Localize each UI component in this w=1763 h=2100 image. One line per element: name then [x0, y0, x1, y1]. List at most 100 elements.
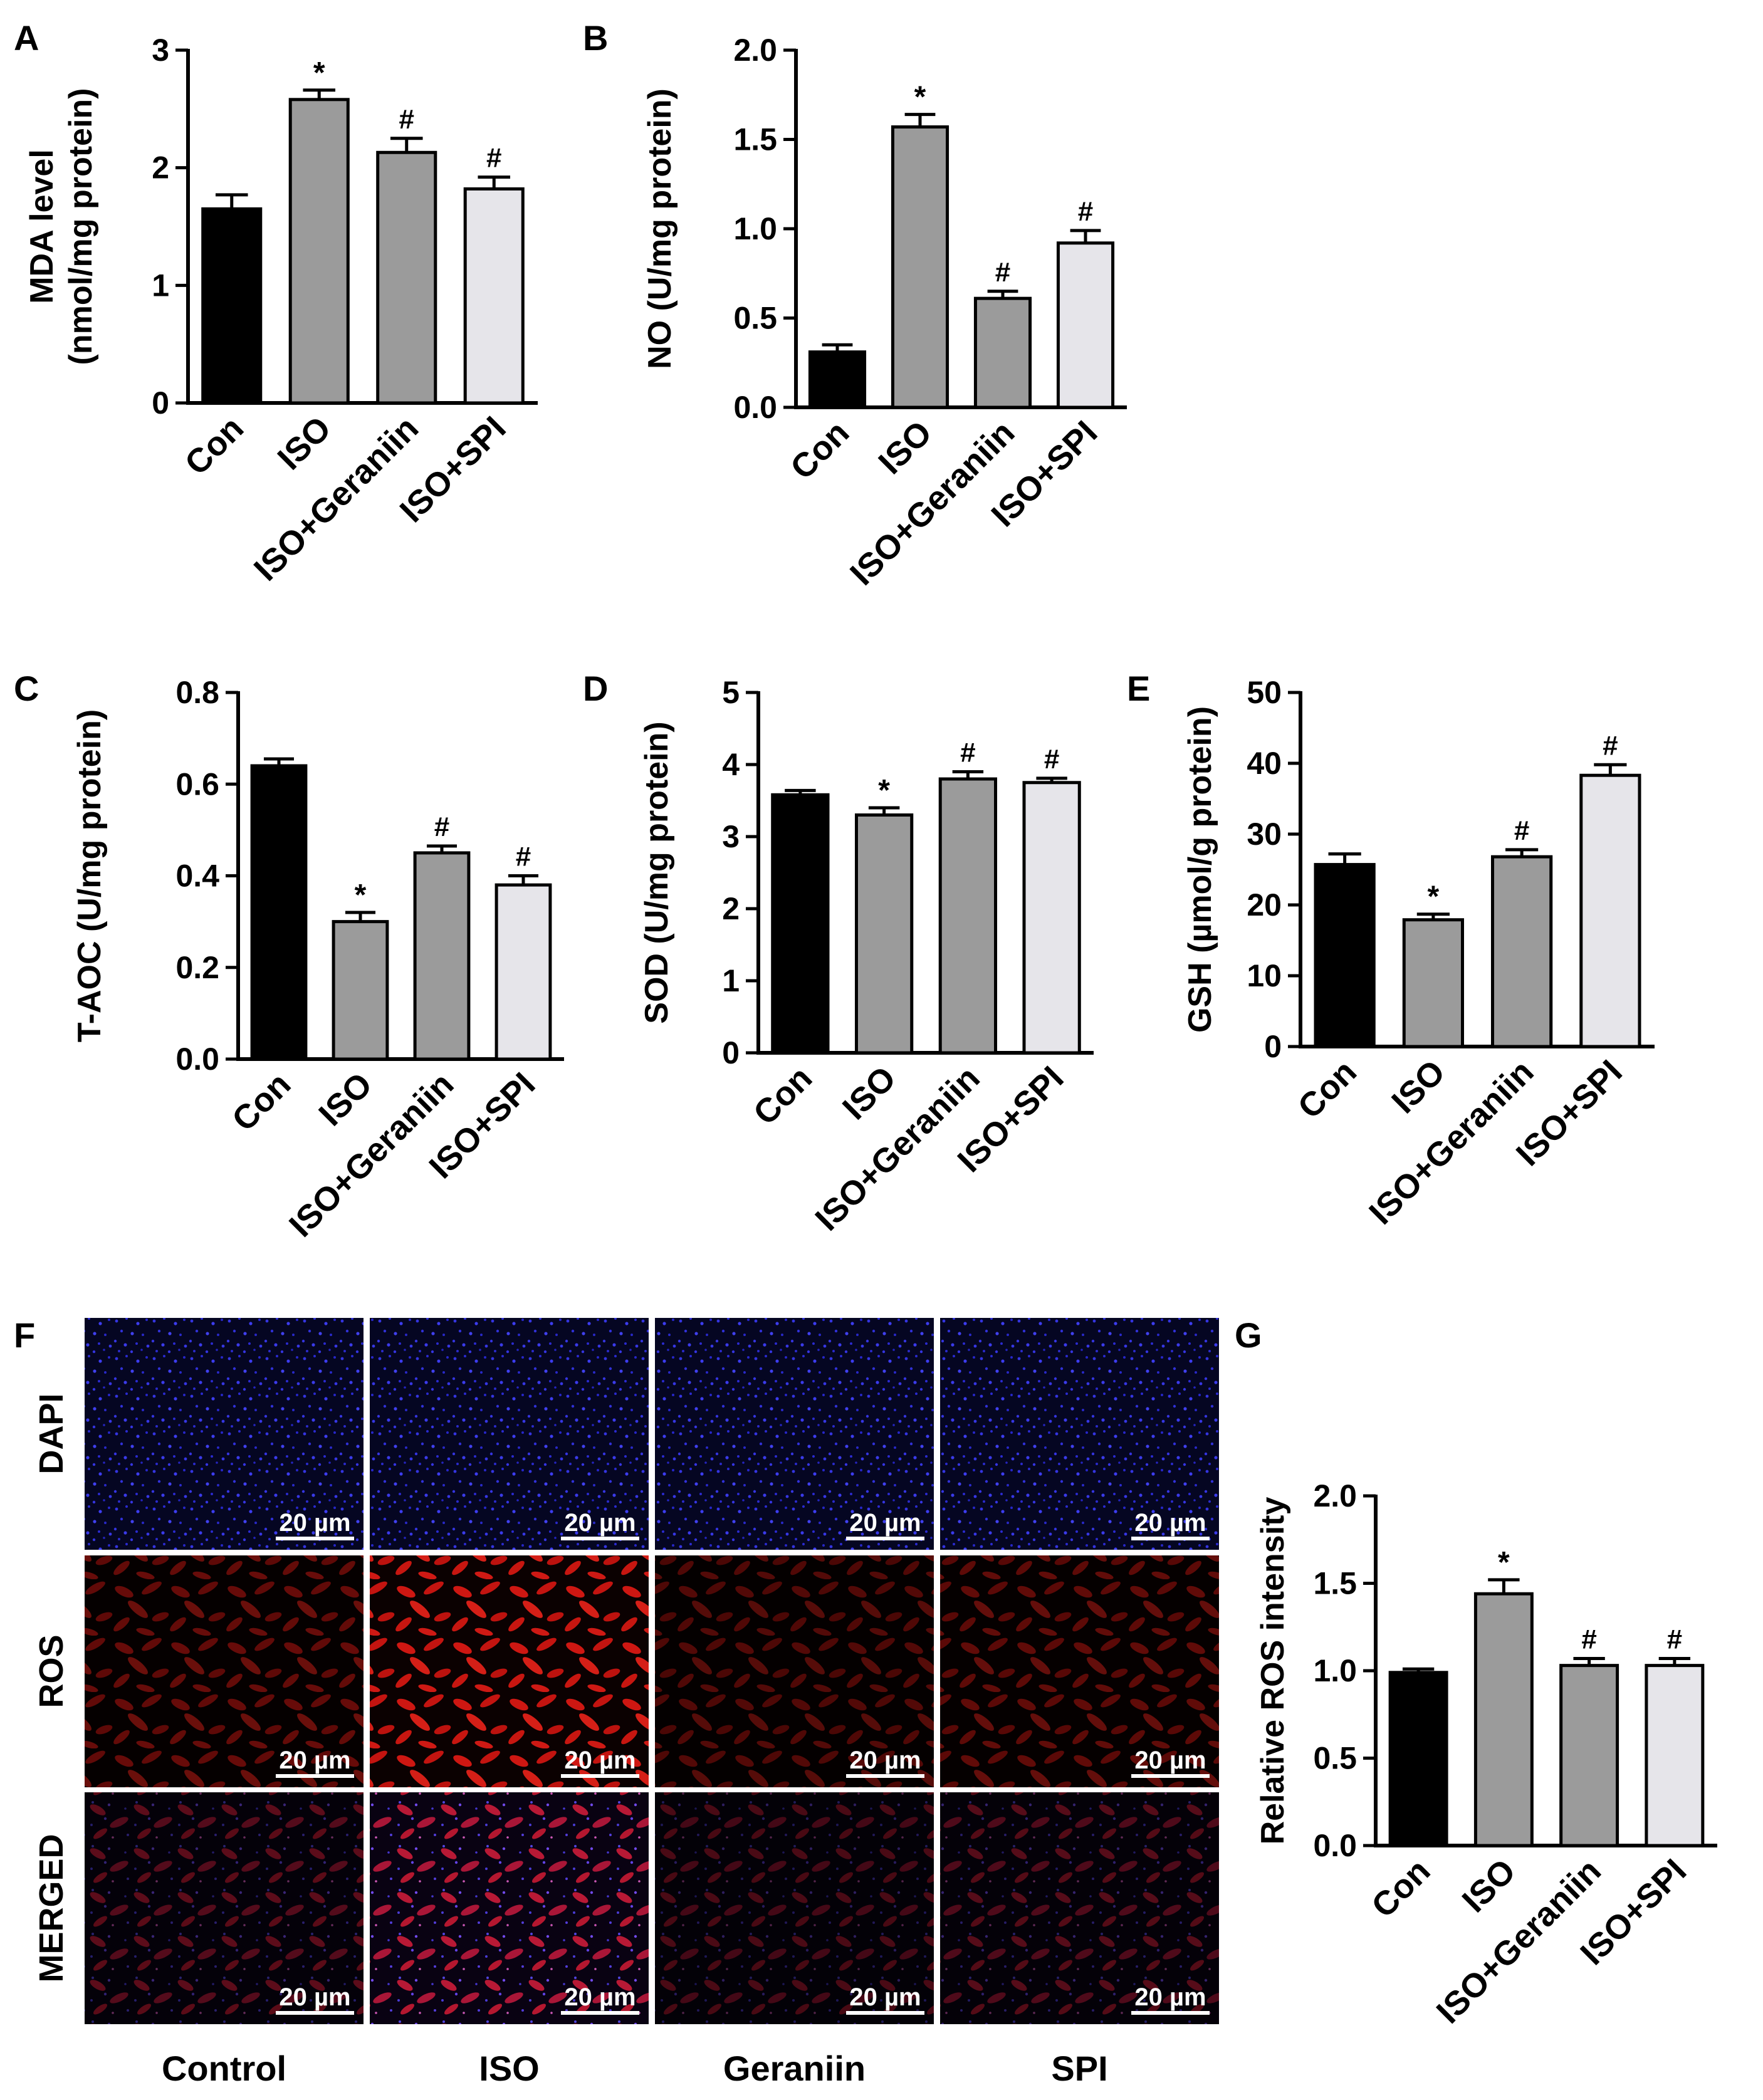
panel-letter-g: G: [1235, 1315, 1262, 1355]
y-axis-label: SOD (U/mg protein): [639, 721, 675, 1023]
intensity-shade: [85, 1555, 364, 1787]
scale-bar-label: 20 µm: [1134, 1509, 1206, 1537]
y-axis-label: NO (U/mg protein): [642, 88, 678, 369]
bar: [973, 296, 1032, 409]
significance-hash: #: [1078, 196, 1093, 227]
bar: [1402, 918, 1464, 1048]
micrograph-dapi-spi: 20 µm: [940, 1318, 1219, 1550]
x-tick-label: ISO: [871, 414, 939, 481]
intensity-shade: [655, 1555, 934, 1787]
column-label-control: Control: [162, 2049, 286, 2088]
intensity-shade: [85, 1792, 364, 2024]
x-tick-label: Con: [178, 409, 251, 483]
panel-letter-a: A: [14, 18, 39, 58]
significance-hash: #: [960, 738, 975, 768]
bar: [250, 764, 308, 1061]
y-tick-label: 20: [1247, 887, 1282, 922]
bar: [771, 793, 830, 1055]
micrograph-merged-control: 20 µm: [85, 1792, 364, 2024]
intensity-shade: [940, 1792, 1219, 2024]
bar: [463, 187, 525, 405]
significance-hash: #: [434, 812, 449, 842]
x-tick-label: Con: [783, 414, 857, 487]
y-tick-label: 0: [1264, 1029, 1282, 1064]
bar: [288, 98, 350, 405]
micrograph-ros-geraniin: 20 µm: [655, 1555, 934, 1787]
y-tick-label: 0.4: [175, 859, 219, 894]
scale-bar-label: 20 µm: [279, 1509, 350, 1537]
bar: [891, 125, 950, 409]
micrograph-image: [370, 1555, 649, 1787]
y-tick-label: 1.5: [1313, 1566, 1357, 1601]
y-tick-label: 1.0: [1313, 1653, 1357, 1688]
panel-letter-d: D: [583, 669, 608, 708]
x-tick-label: Con: [225, 1065, 298, 1139]
significance-star: *: [1498, 1546, 1510, 1579]
scale-bar-label: 20 µm: [564, 1747, 636, 1774]
y-tick-label: 1: [152, 268, 169, 303]
row-label-ros: ROS: [33, 1634, 70, 1708]
x-tick-label: ISO: [1455, 1852, 1523, 1920]
significance-hash: #: [1581, 1624, 1596, 1654]
micrograph-image: [655, 1318, 934, 1550]
x-tick-label: ISO: [311, 1065, 379, 1133]
bar: [938, 777, 998, 1055]
chart-panel-c: 0.0 0.2 0.4 0.6 0.8 T-AOC (U/mg protein) Con * I…: [71, 675, 564, 1244]
bar: [1559, 1664, 1619, 1847]
y-tick-label: 2.0: [733, 33, 777, 68]
y-tick-label: 0.6: [175, 766, 219, 802]
significance-star: *: [355, 879, 367, 912]
y-tick-label: 0.0: [733, 390, 777, 425]
panel-letter-b: B: [583, 18, 608, 58]
y-axis-label: (nmol/mg protein): [63, 88, 99, 365]
x-tick-label: ISO: [1384, 1053, 1452, 1121]
intensity-shade: [940, 1555, 1219, 1787]
x-tick-label: ISO: [835, 1059, 903, 1127]
micrograph-image: [370, 1792, 649, 2024]
row-label-merged: MERGED: [33, 1834, 70, 1982]
y-tick-label: 0.0: [175, 1042, 219, 1077]
micrograph-dapi-iso: 20 µm: [370, 1318, 649, 1550]
micrograph-ros-spi: 20 µm: [940, 1555, 1219, 1787]
y-axis-label: Relative ROS intensity: [1255, 1497, 1291, 1845]
y-tick-label: 0.8: [175, 675, 219, 710]
y-tick-label: 0.5: [1313, 1741, 1357, 1776]
y-tick-label: 3: [722, 819, 740, 854]
significance-hash: #: [486, 143, 501, 174]
significance-hash: #: [995, 257, 1010, 288]
y-axis-label: MDA level: [24, 149, 60, 304]
bar: [1579, 773, 1641, 1048]
scale-bar-label: 20 µm: [849, 1509, 921, 1537]
bar: [808, 350, 867, 409]
panel-letter-f: F: [14, 1315, 35, 1355]
micrograph-merged-geraniin: 20 µm: [655, 1792, 934, 2024]
intensity-shade: [655, 1792, 934, 2024]
significance-star: *: [914, 81, 926, 114]
y-axis-label: GSH (µmol/g protein): [1182, 706, 1218, 1033]
y-tick-label: 0: [722, 1035, 740, 1070]
micrograph-dapi-control: 20 µm: [85, 1318, 364, 1550]
y-tick-label: 0: [152, 385, 169, 421]
y-tick-label: 1: [722, 963, 740, 998]
significance-star: *: [1428, 880, 1440, 914]
bar: [1388, 1671, 1448, 1847]
scale-bar-label: 20 µm: [279, 1983, 350, 2011]
y-tick-label: 1.0: [733, 211, 777, 246]
y-tick-label: 30: [1247, 817, 1282, 852]
micrograph-ros-iso: 20 µm: [370, 1555, 649, 1787]
panel-letter-c: C: [14, 669, 39, 708]
intensity-shade: [370, 1792, 649, 2024]
micrograph-dapi-geraniin: 20 µm: [655, 1318, 934, 1550]
micrograph-image: [85, 1318, 364, 1550]
y-tick-label: 40: [1247, 746, 1282, 781]
panel-letter-e: E: [1127, 669, 1150, 708]
significance-star: *: [313, 56, 325, 90]
bar: [376, 150, 437, 405]
micrograph-merged-spi: 20 µm: [940, 1792, 1219, 2024]
bar: [1645, 1664, 1705, 1847]
y-tick-label: 5: [722, 675, 740, 710]
micrograph-image: [940, 1318, 1219, 1550]
